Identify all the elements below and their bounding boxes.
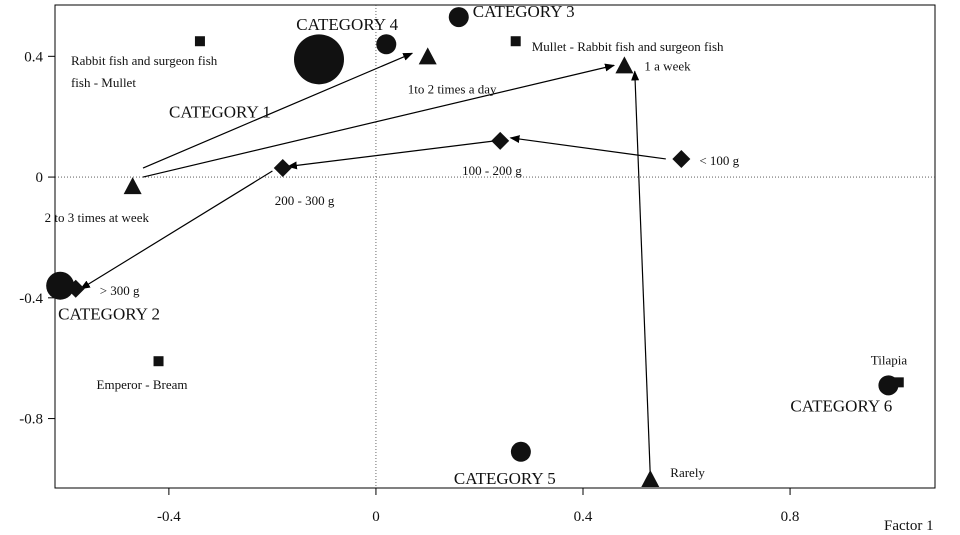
plot-frame [54, 4, 936, 489]
x-tick-label: -0.4 [157, 509, 181, 525]
category-marker [448, 7, 469, 28]
x-tick-label: 0.4 [574, 509, 593, 525]
category-label: CATEGORY 2 [58, 305, 160, 324]
species-label: Emperor - Bream [97, 377, 188, 392]
species-marker [194, 36, 205, 47]
category-label: CATEGORY 4 [296, 15, 398, 34]
species-label-line: fish - Mullet [71, 75, 136, 90]
category-marker [878, 375, 899, 396]
frequency-marker [615, 56, 634, 74]
frequency-label: 2 to 3 times at week [45, 210, 150, 225]
y-tick-label: -0.8 [19, 412, 43, 428]
arrow [631, 70, 651, 476]
portion-label: < 100 g [699, 153, 739, 168]
species-label: Tilapia [871, 352, 908, 367]
species-marker [153, 356, 164, 367]
arrows [80, 52, 666, 476]
arrow [142, 52, 414, 169]
frequency-marker [418, 47, 437, 65]
y-tick-label: 0 [36, 170, 44, 186]
point-labels: CATEGORY 1 CATEGORY 2 CATEGORY 3 CATEGORY 4… [45, 2, 908, 488]
species-marker [510, 36, 521, 47]
frequency-marker [641, 469, 660, 487]
arrow [80, 170, 273, 290]
category-marker [376, 34, 397, 55]
arrow [142, 63, 616, 178]
frequency-marker [123, 177, 142, 195]
portion-label: 100 - 200 g [462, 163, 522, 178]
x-axis-title: Factor 1 [884, 518, 934, 534]
axis-ticks: -0.4 0 0.4 0.8 0.4 0 -0.4 -0.8 [19, 49, 799, 525]
portion-marker [66, 279, 85, 298]
markers [46, 7, 904, 487]
category-marker [46, 271, 75, 300]
y-tick-label: -0.4 [19, 291, 43, 307]
arrow [509, 135, 666, 160]
category-label: CATEGORY 3 [473, 2, 575, 21]
portion-label: > 300 g [100, 283, 140, 298]
frequency-label: 1 a week [644, 58, 691, 73]
species-label: Rabbit fish and surgeon fish fish - Mulle… [71, 53, 218, 90]
category-label: CATEGORY 6 [790, 396, 892, 415]
portion-label: 200 - 300 g [275, 193, 335, 208]
species-marker [893, 377, 904, 388]
y-tick-label: 0.4 [24, 49, 43, 65]
species-label: Mullet - Rabbit fish and surgeon fish [532, 39, 724, 54]
frequency-label: Rarely [670, 465, 705, 480]
x-tick-label: 0.8 [781, 509, 800, 525]
portion-marker [491, 131, 510, 150]
category-label: CATEGORY 1 [169, 102, 271, 121]
category-marker [510, 441, 531, 462]
frequency-label: 1to 2 times a day [408, 81, 497, 96]
portion-marker [273, 159, 292, 178]
zero-lines [55, 5, 935, 488]
arrow [286, 140, 496, 170]
x-tick-label: 0 [372, 509, 380, 525]
species-label-line: Rabbit fish and surgeon fish [71, 53, 218, 68]
category-label: CATEGORY 5 [454, 469, 556, 488]
category-marker [294, 34, 344, 85]
portion-marker [672, 149, 691, 168]
